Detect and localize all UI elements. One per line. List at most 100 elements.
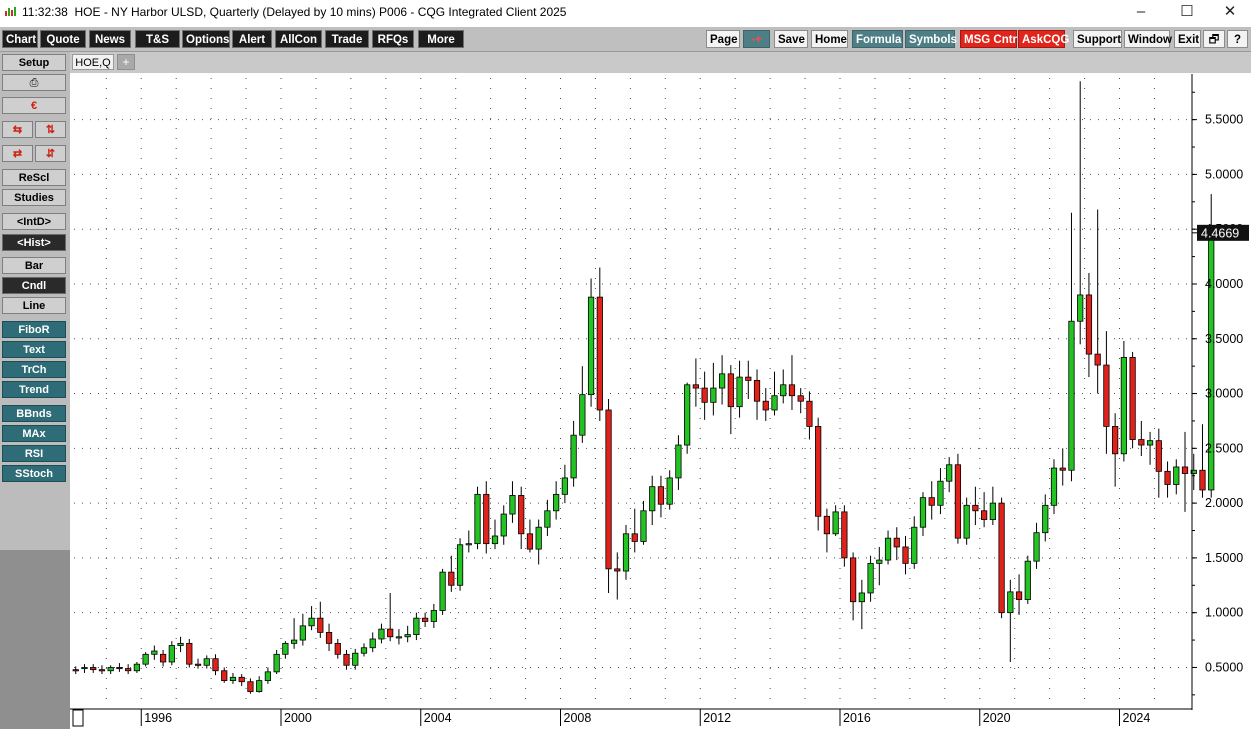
candle-body: [832, 511, 839, 535]
x-tick-label: 2020: [983, 711, 1011, 725]
help-button[interactable]: ?: [1227, 30, 1248, 48]
candle: [587, 278, 595, 407]
rfqs-button[interactable]: RFQs: [372, 30, 414, 48]
restore-window-icon[interactable]: 🗗: [1203, 30, 1225, 48]
candle: [841, 505, 848, 567]
candle-body: [666, 477, 673, 505]
line-chart-button[interactable]: Line: [2, 297, 66, 314]
rescale-button[interactable]: ReScl: [2, 169, 66, 186]
msg-cntr-button[interactable]: MSG Cntr: [960, 30, 1017, 48]
cqg-app-icon: [5, 7, 16, 16]
candle: [579, 366, 586, 443]
candle: [727, 365, 734, 435]
candle-body: [1129, 356, 1136, 440]
currency-icon[interactable]: €: [2, 97, 66, 114]
candle-body: [290, 639, 298, 644]
candle: [902, 535, 909, 575]
more-button[interactable]: More: [418, 30, 464, 48]
time-axis: 1996 2000 2004 2008 2012 2016 2020 2024: [70, 708, 1192, 727]
candle: [657, 475, 665, 518]
setup-button[interactable]: Setup: [2, 54, 66, 71]
bar-chart-button[interactable]: Bar: [2, 257, 66, 274]
text-tool-button[interactable]: Text: [2, 341, 66, 358]
support-button[interactable]: Support: [1073, 30, 1122, 48]
close-button[interactable]: ✕: [1223, 3, 1237, 20]
askcqg-button[interactable]: AskCQG: [1018, 30, 1069, 48]
symbols-button[interactable]: Symbols: [905, 30, 957, 48]
print-icon[interactable]: ⎙: [2, 74, 66, 91]
rsi-button[interactable]: RSI: [2, 445, 66, 462]
candle: [387, 592, 394, 642]
candle-body: [596, 296, 603, 411]
candle: [780, 369, 787, 404]
formula-button[interactable]: Formula: [852, 30, 903, 48]
candle-body: [430, 610, 437, 622]
news-button[interactable]: News: [89, 30, 131, 48]
chart-tab-bar: HOE,Q +: [70, 52, 1251, 73]
intraday-button[interactable]: <IntD>: [2, 213, 66, 230]
price-chart[interactable]: 0.5000 1.0000 1.5000 2.0000 2.5000 3.0000 3.50…: [70, 74, 1251, 729]
candle: [1085, 273, 1093, 378]
candle: [1146, 431, 1154, 465]
ts-button[interactable]: T&S: [135, 30, 180, 48]
trend-line-button[interactable]: Trend: [2, 381, 66, 398]
candle-chart-button[interactable]: Cndl: [2, 277, 66, 294]
minimize-button[interactable]: –: [1136, 3, 1146, 20]
quote-button[interactable]: Quote: [40, 30, 86, 48]
bollinger-bands-button[interactable]: BBnds: [2, 405, 66, 422]
zoom-button[interactable]: -+: [743, 30, 770, 48]
window-button[interactable]: Window: [1124, 30, 1172, 48]
tab-hoe-q[interactable]: HOE,Q: [72, 54, 114, 70]
candle: [1059, 448, 1066, 486]
save-button[interactable]: Save: [774, 30, 808, 48]
candle: [972, 486, 979, 526]
options-button[interactable]: Options: [182, 30, 230, 48]
y-tick-label: 3.5000: [1205, 332, 1243, 346]
moving-average-button[interactable]: MAx: [2, 425, 66, 442]
fibo-retracement-button[interactable]: FiboR: [2, 321, 66, 338]
stochastic-button[interactable]: SStoch: [2, 465, 66, 482]
candle-body: [369, 638, 376, 649]
candle: [264, 667, 272, 684]
candle-body: [81, 667, 88, 670]
candle-body: [1173, 466, 1180, 485]
home-button[interactable]: Home: [811, 30, 848, 48]
candle-body: [570, 434, 577, 479]
candle: [736, 360, 743, 418]
candle-body: [1138, 439, 1145, 446]
historical-button[interactable]: <Hist>: [2, 234, 66, 251]
candle: [509, 481, 516, 523]
candle-body: [238, 676, 245, 683]
candle-body: [1146, 440, 1154, 446]
candle: [439, 568, 446, 615]
candle-body: [1190, 469, 1197, 474]
page-button[interactable]: Page: [706, 30, 740, 48]
swap-horizontal-icon[interactable]: ⇆: [2, 121, 33, 138]
candle-body: [649, 486, 656, 512]
candle-body: [1050, 467, 1058, 506]
candle: [701, 371, 708, 420]
candle: [797, 388, 804, 414]
x-tick-label: 2000: [284, 711, 312, 725]
add-tab-button[interactable]: +: [117, 54, 135, 70]
chart-button[interactable]: Chart: [2, 30, 38, 48]
exit-button[interactable]: Exit: [1174, 30, 1201, 48]
swap-vertical-icon[interactable]: ⇅: [35, 121, 66, 138]
alert-button[interactable]: Alert: [232, 30, 272, 48]
maximize-button[interactable]: ☐: [1180, 3, 1194, 20]
studies-button[interactable]: Studies: [2, 189, 66, 206]
candle-body: [849, 557, 857, 603]
trade-button[interactable]: Trade: [325, 30, 369, 48]
candle: [404, 625, 411, 643]
trend-channel-button[interactable]: TrCh: [2, 361, 66, 378]
crosshair-icon[interactable]: ⇵: [35, 145, 66, 162]
candle: [815, 417, 822, 531]
y-tick-label: 1.0000: [1205, 606, 1243, 620]
candle: [221, 667, 228, 683]
candle-body: [500, 513, 507, 537]
allcon-button[interactable]: AllCon: [275, 30, 322, 48]
candle-body: [133, 663, 140, 672]
y-tick-label: 5.0000: [1205, 167, 1243, 181]
candle-body: [1112, 426, 1119, 455]
cursor-sync-icon[interactable]: ⇄: [2, 145, 33, 162]
